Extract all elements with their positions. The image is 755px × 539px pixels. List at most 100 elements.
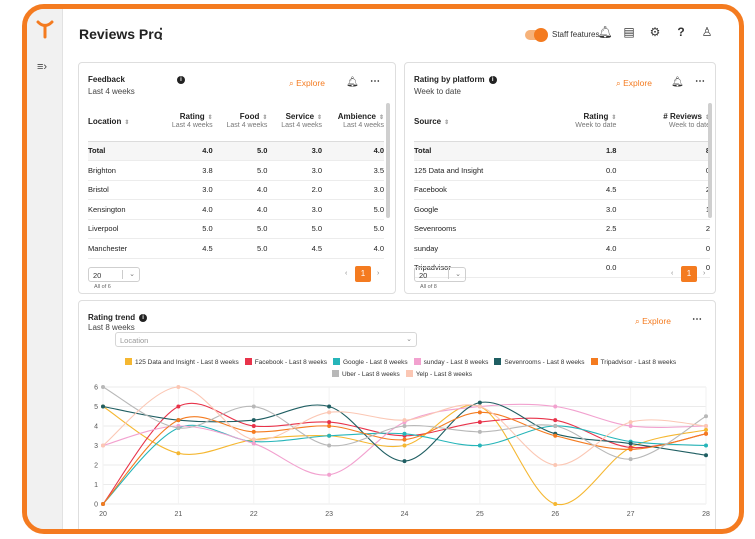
sort-icon[interactable]: ⇕: [124, 120, 130, 127]
table-row[interactable]: Sevenrooms 2.5 2: [414, 219, 710, 239]
column-header[interactable]: Service ⇕ Last 4 weeks: [267, 103, 323, 142]
sort-icon[interactable]: ⇕: [378, 115, 384, 122]
feedback-page-size-select[interactable]: 20 ⌄: [88, 267, 140, 282]
data-point: [327, 404, 332, 409]
legend-item[interactable]: sunday - Last 8 weeks: [413, 358, 488, 366]
data-point: [553, 463, 558, 467]
sort-icon[interactable]: ⇕: [317, 115, 323, 122]
column-header[interactable]: Food ⇕ Last 4 weeks: [212, 103, 268, 142]
table-cell: 2: [616, 219, 710, 239]
sort-icon[interactable]: ⇕: [207, 115, 213, 122]
table-cell: 5.0: [267, 219, 323, 239]
data-point: [628, 447, 633, 452]
table-cell: 4.0: [158, 141, 213, 161]
y-tick-label: 4: [94, 424, 98, 431]
column-sublabel: Last 4 weeks: [343, 122, 384, 130]
platform-title: Rating by platform i: [414, 75, 497, 84]
data-point: [477, 429, 482, 434]
info-icon[interactable]: i: [139, 314, 148, 322]
platform-alert-bell-icon[interactable]: 🔔︎: [671, 77, 684, 88]
app-menu-icon[interactable]: ⋮: [154, 25, 168, 41]
settings-gear-icon[interactable]: ⚙: [649, 25, 661, 39]
trend-more-icon[interactable]: ⋯: [692, 314, 702, 325]
data-point: [402, 431, 407, 436]
platform-page-1-button[interactable]: 1: [681, 266, 697, 282]
table-row[interactable]: Kensington 4.0 4.0 3.0 5.0: [88, 199, 384, 220]
feedback-alert-bell-icon[interactable]: 🔔︎: [346, 77, 359, 88]
column-header[interactable]: Rating ⇕ Last 4 weeks: [158, 103, 213, 142]
table-row[interactable]: Brighton 3.8 5.0 3.0 3.5: [88, 160, 384, 181]
data-point: [327, 433, 332, 438]
sort-icon[interactable]: ⇕: [705, 115, 710, 121]
legend-item[interactable]: Yelp - Last 8 weeks: [405, 370, 472, 378]
y-tick-label: 5: [94, 404, 98, 411]
feedback-next-page-icon[interactable]: ›: [377, 270, 380, 277]
platform-explore-link[interactable]: ⌕ Explore: [616, 78, 652, 88]
table-row[interactable]: Bristol 3.0 4.0 2.0 3.0: [88, 180, 384, 200]
sort-icon[interactable]: ⇕: [611, 115, 617, 122]
table-row[interactable]: Liverpool 5.0 5.0 5.0 5.0: [88, 219, 384, 239]
notifications-bell-icon[interactable]: 🔔︎: [597, 25, 613, 39]
platform-more-icon[interactable]: ⋯: [695, 76, 705, 87]
y-tick-label: 0: [94, 502, 98, 509]
feedback-more-icon[interactable]: ⋯: [370, 76, 380, 87]
legend-item[interactable]: Google - Last 8 weeks: [332, 358, 408, 366]
table-cell: 4.5: [267, 238, 323, 259]
column-header[interactable]: Ambience ⇕ Last 4 weeks: [322, 103, 384, 142]
trend-card: Rating trend i Last 8 weeks ⌕ Explore ⋯: [78, 300, 716, 529]
legend-item[interactable]: Tripadvisor - Last 8 weeks: [590, 358, 676, 366]
info-icon[interactable]: i: [488, 76, 497, 84]
data-point: [477, 400, 482, 405]
platform-prev-page-icon[interactable]: ‹: [671, 270, 674, 277]
trend-explore-link[interactable]: ⌕ Explore: [635, 316, 671, 326]
feedback-page-1-button[interactable]: 1: [355, 266, 371, 282]
data-point: [628, 420, 633, 425]
column-header[interactable]: # Reviews⇕Week to date: [616, 103, 710, 142]
data-point: [101, 502, 105, 506]
data-point: [176, 451, 181, 456]
column-header[interactable]: Location ⇕: [88, 103, 158, 142]
column-header[interactable]: Source ⇕: [414, 103, 534, 142]
platform-next-page-icon[interactable]: ›: [703, 270, 706, 277]
help-icon[interactable]: ?: [677, 25, 685, 39]
feedback-scrollbar[interactable]: [386, 103, 390, 218]
data-point: [628, 441, 633, 446]
legend-item[interactable]: 125 Data and Insight - Last 8 weeks: [125, 358, 239, 366]
table-cell: 5.0: [322, 219, 384, 239]
expand-sidebar-icon[interactable]: ≡›: [37, 61, 48, 73]
series-line: [102, 402, 707, 505]
data-point: [176, 404, 181, 409]
info-icon[interactable]: i: [176, 76, 185, 84]
column-sublabel: Week to date: [575, 122, 617, 130]
staff-features-toggle[interactable]: [525, 28, 548, 42]
table-row[interactable]: sunday 4.0 0: [414, 238, 710, 259]
sort-icon[interactable]: ⇕: [444, 120, 450, 127]
data-point: [628, 457, 633, 462]
platform-scrollbar[interactable]: [708, 103, 712, 218]
legend-swatch: [244, 358, 252, 365]
table-cell: 4.5: [158, 238, 213, 259]
table-row[interactable]: Total 4.0 5.0 3.0 4.0: [88, 141, 384, 161]
user-icon[interactable]: ♙: [701, 25, 713, 39]
legend-item[interactable]: Sevenrooms - Last 8 weeks: [494, 358, 585, 366]
document-icon[interactable]: ▤: [623, 25, 635, 39]
sort-icon[interactable]: ⇕: [262, 115, 268, 122]
table-row[interactable]: Manchester 4.5 5.0 4.5 4.0: [88, 238, 384, 259]
column-header[interactable]: Rating ⇕ Week to date: [534, 103, 617, 142]
series-line: [102, 404, 707, 506]
legend-item[interactable]: Facebook - Last 8 weeks: [244, 358, 327, 366]
table-cell: 3.5: [322, 160, 384, 181]
legend-item[interactable]: Uber - Last 8 weeks: [332, 370, 400, 378]
platform-page-size-select[interactable]: 20 ⌄: [414, 267, 466, 282]
y-tick-label: 3: [94, 443, 98, 450]
data-point: [402, 459, 407, 464]
location-select[interactable]: Location ⌄: [115, 332, 417, 347]
feedback-prev-page-icon[interactable]: ‹: [345, 270, 348, 277]
table-cell: 3.0: [534, 199, 617, 220]
feedback-explore-link[interactable]: ⌕ Explore: [289, 78, 325, 88]
